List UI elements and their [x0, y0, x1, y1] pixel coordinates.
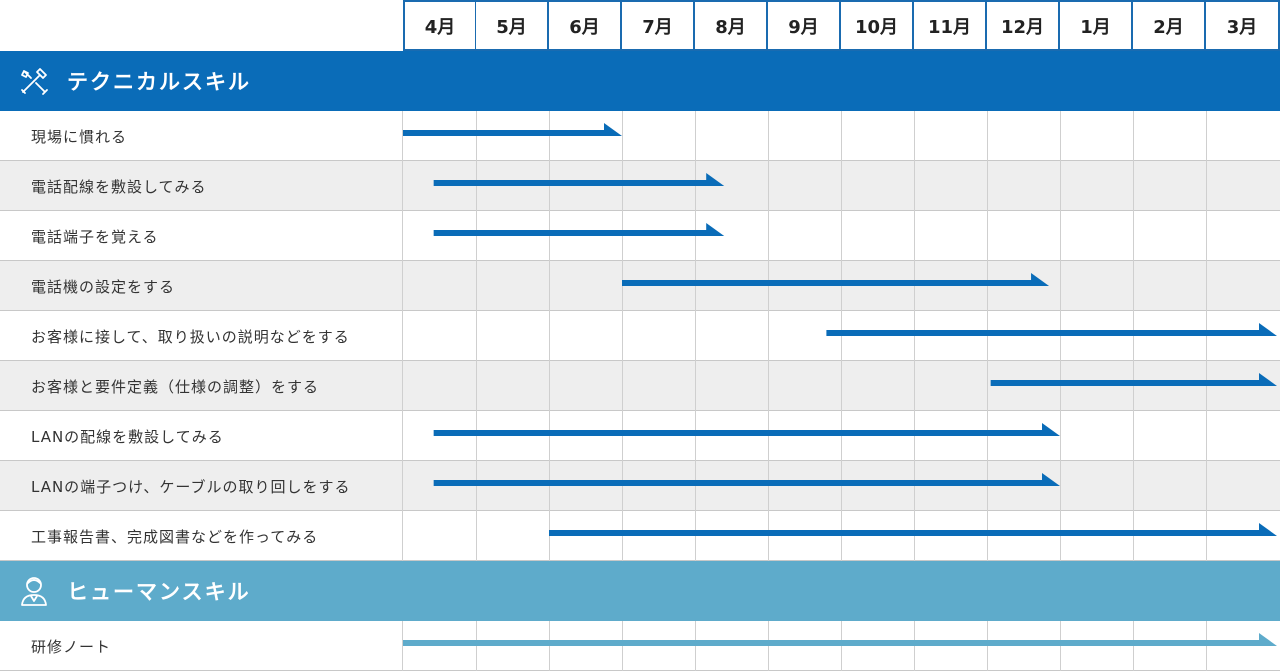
grid-line	[476, 111, 477, 561]
grid-line	[549, 111, 550, 561]
bar-0-8	[549, 523, 1277, 536]
label-column-separator	[402, 621, 403, 671]
section-title: テクニカルスキル	[67, 70, 251, 94]
month-header-10: 1月	[1060, 0, 1133, 51]
task-row	[0, 461, 1280, 511]
label-column-separator	[402, 111, 403, 561]
bar-0-0	[403, 123, 622, 136]
section-header-2: ヒューマンスキル	[0, 561, 1280, 621]
task-row	[0, 111, 1280, 161]
task-label: 研修ノート	[31, 637, 112, 656]
bar-0-6	[433, 423, 1060, 436]
task-row	[0, 411, 1280, 461]
bar-0-5	[990, 373, 1277, 386]
task-label: 現場に慣れる	[31, 127, 128, 146]
bar-0-1	[433, 173, 725, 186]
month-header-1: 4月	[403, 0, 477, 51]
task-label: お客様に接して、取り扱いの説明などをする	[31, 327, 350, 346]
task-label: LANの配線を敷設してみる	[31, 427, 224, 446]
person-icon	[19, 576, 49, 606]
task-row	[0, 621, 1280, 671]
month-header-12: 3月	[1206, 0, 1280, 51]
bar-0-7	[433, 473, 1060, 486]
bar-0-4	[826, 323, 1277, 336]
month-header-2: 5月	[476, 0, 549, 51]
month-header-11: 2月	[1133, 0, 1206, 51]
task-label: 工事報告書、完成図書などを作ってみる	[31, 527, 319, 546]
task-label: 電話配線を敷設してみる	[31, 177, 207, 196]
month-header-6: 9月	[768, 0, 841, 51]
section-header-1: テクニカルスキル	[0, 51, 1280, 111]
month-header-7: 10月	[841, 0, 914, 51]
bar-1-0	[403, 633, 1277, 646]
month-header-9: 12月	[987, 0, 1060, 51]
month-header-3: 6月	[549, 0, 622, 51]
bar-0-2	[433, 223, 725, 236]
task-row	[0, 311, 1280, 361]
tools-icon	[19, 66, 49, 96]
month-header-5: 8月	[695, 0, 768, 51]
task-label: LANの端子つけ、ケーブルの取り回しをする	[31, 477, 351, 496]
grid-line	[695, 111, 696, 561]
grid-line	[622, 111, 623, 561]
task-row	[0, 511, 1280, 561]
task-label: 電話機の設定をする	[31, 277, 176, 296]
grid-line	[768, 111, 769, 561]
bar-0-3	[622, 273, 1050, 286]
month-header-8: 11月	[914, 0, 987, 51]
month-header-4: 7月	[622, 0, 695, 51]
section-title: ヒューマンスキル	[67, 580, 251, 604]
task-label: 電話端子を覚える	[31, 227, 159, 246]
task-label: お客様と要件定義（仕様の調整）をする	[31, 377, 320, 396]
task-row	[0, 211, 1280, 261]
